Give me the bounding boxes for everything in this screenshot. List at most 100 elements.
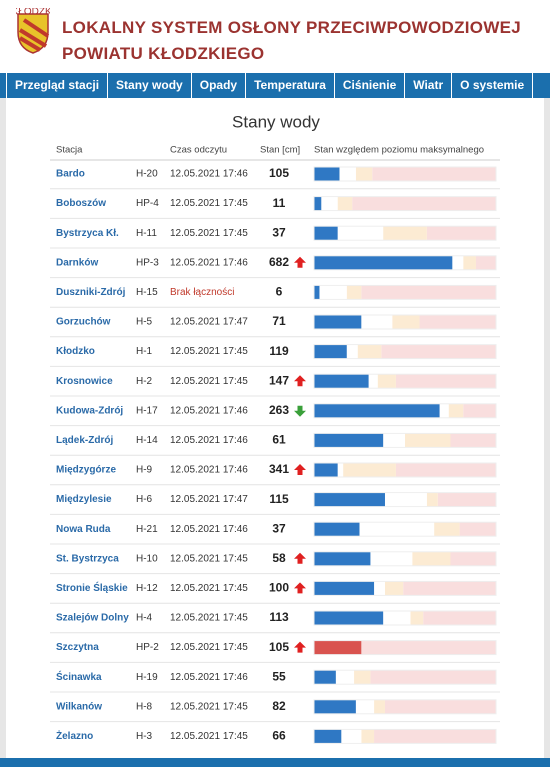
station-name[interactable]: Szczytna: [56, 642, 99, 653]
station-name[interactable]: Kudowa-Zdrój: [56, 405, 123, 416]
bar-frame: [313, 462, 497, 478]
level: 11: [273, 196, 286, 210]
reading-time: 12.05.2021 17:45: [170, 731, 248, 742]
station-name[interactable]: Boboszów: [56, 198, 106, 209]
bar-normal-zone: [361, 315, 393, 329]
bar-level: [314, 640, 362, 655]
title: POWIATU KŁODZKIEGO: [62, 44, 265, 63]
reading-time: 12.05.2021 17:45: [170, 376, 248, 387]
nav-item[interactable]: Opady: [192, 73, 247, 98]
bar-warning-zone: [448, 403, 464, 418]
station-code: HP-3: [136, 257, 159, 268]
station-name[interactable]: St. Bystrzyca: [56, 553, 119, 564]
level: 113: [269, 610, 289, 624]
reading-time: Brak łączności: [170, 287, 234, 298]
header: KŁODZKI LOKALNY SYSTEM OSŁONY PRZECIWPOW…: [0, 0, 550, 73]
station-code: H-6: [136, 494, 153, 505]
trend-arrow: [294, 405, 306, 417]
level: 71: [272, 314, 286, 328]
bar-level: [314, 403, 440, 418]
bar-level: [314, 670, 336, 685]
bar-warning-zone: [412, 551, 451, 566]
bar-frame: [313, 610, 497, 626]
station-name[interactable]: Międzygórze: [56, 465, 116, 476]
bar-normal-zone: [384, 492, 427, 507]
station-name[interactable]: Wilkanów: [56, 701, 102, 712]
bar-alarm-zone: [426, 226, 496, 241]
nav-item[interactable]: Przegląd stacji: [6, 73, 109, 98]
bar-warning-zone: [374, 699, 385, 714]
station-name[interactable]: Żelazno: [56, 729, 93, 742]
level: 682: [269, 255, 289, 269]
reading-time: 12.05.2021 17:45: [170, 642, 248, 653]
nav-item[interactable]: Temperatura: [246, 73, 335, 98]
level: 263: [269, 403, 289, 417]
level: 100: [269, 581, 289, 595]
bar-alarm-zone: [450, 551, 496, 566]
reading-time: 12.05.2021 17:45: [170, 553, 248, 564]
station-name[interactable]: Duszniki-Zdrój: [56, 287, 126, 298]
level: 58: [272, 551, 286, 565]
station-name[interactable]: Bystrzyca Kł.: [56, 228, 119, 239]
station-name[interactable]: Ścinawka: [56, 670, 102, 683]
level: 66: [272, 729, 286, 743]
bar-normal-zone: [370, 551, 413, 566]
station-name[interactable]: Krosnowice: [56, 376, 113, 387]
station-name[interactable]: Międzylesie: [56, 494, 112, 505]
bar-normal-zone: [337, 226, 384, 241]
bar-frame: [313, 551, 497, 567]
reading-time: 12.05.2021 17:46: [170, 672, 248, 683]
bar-alarm-zone: [374, 729, 496, 744]
trend-arrow: [294, 375, 306, 387]
station-name[interactable]: Szalejów Dolny: [56, 613, 129, 624]
bar-alarm-zone: [463, 403, 496, 418]
bar-level: [314, 344, 347, 359]
nav-item[interactable]: O systemie: [452, 73, 534, 98]
reading-time: 12.05.2021 17:45: [170, 613, 248, 624]
bar-level: [314, 433, 384, 448]
station-name[interactable]: Nowa Ruda: [56, 524, 111, 535]
station-name[interactable]: Kłodzko: [56, 346, 95, 357]
bar-frame: [313, 580, 497, 596]
station-code: H-8: [136, 701, 153, 712]
bar-normal-zone: [374, 581, 385, 596]
title: LOKALNY SYSTEM OSŁONY PRZECIWPOWODZIOWEJ: [62, 18, 522, 37]
station-name[interactable]: Bardo: [56, 169, 85, 180]
level: 6: [276, 285, 283, 299]
bar-alarm-zone: [352, 196, 496, 211]
reading-time: 12.05.2021 17:46: [170, 465, 248, 476]
bar-frame: [313, 669, 497, 685]
bar-frame: [313, 255, 497, 271]
footer: [0, 758, 550, 767]
bar-alarm-zone: [361, 640, 496, 655]
bar-warning-zone: [337, 196, 353, 211]
bar-normal-zone: [341, 729, 362, 744]
level: 147: [269, 373, 289, 387]
bar-alarm-zone: [381, 344, 496, 359]
station-name[interactable]: Stronie Śląskie: [56, 581, 128, 594]
nav-item[interactable]: Wiatr: [405, 73, 453, 98]
bar-normal-zone: [319, 285, 347, 300]
station-name[interactable]: Lądek-Zdrój: [56, 435, 113, 446]
bar-frame: [313, 284, 497, 300]
bar-warning-zone: [354, 670, 371, 685]
bar-level: [314, 463, 338, 477]
bar-level: [314, 581, 375, 596]
reading-time: 12.05.2021 17:46: [170, 169, 248, 180]
station-code: HP-4: [136, 198, 159, 209]
bar-normal-zone: [339, 167, 356, 181]
bar-alarm-zone: [372, 167, 496, 181]
nav-item[interactable]: Ciśnienie: [335, 73, 406, 98]
bar-frame: [313, 344, 497, 360]
level: 37: [272, 521, 286, 535]
nav-item[interactable]: Stany wody: [108, 73, 192, 98]
bar-level: [314, 699, 356, 714]
station-name[interactable]: Darnków: [56, 257, 98, 268]
column-header: Stan względem poziomu maksymalnego: [314, 145, 484, 156]
station-code: H-17: [136, 405, 158, 416]
bar-level: [314, 167, 340, 181]
bar-warning-zone: [410, 611, 424, 625]
station-name[interactable]: Gorzuchów: [56, 317, 111, 328]
bar-frame: [313, 432, 497, 448]
bar-alarm-zone: [370, 670, 496, 685]
